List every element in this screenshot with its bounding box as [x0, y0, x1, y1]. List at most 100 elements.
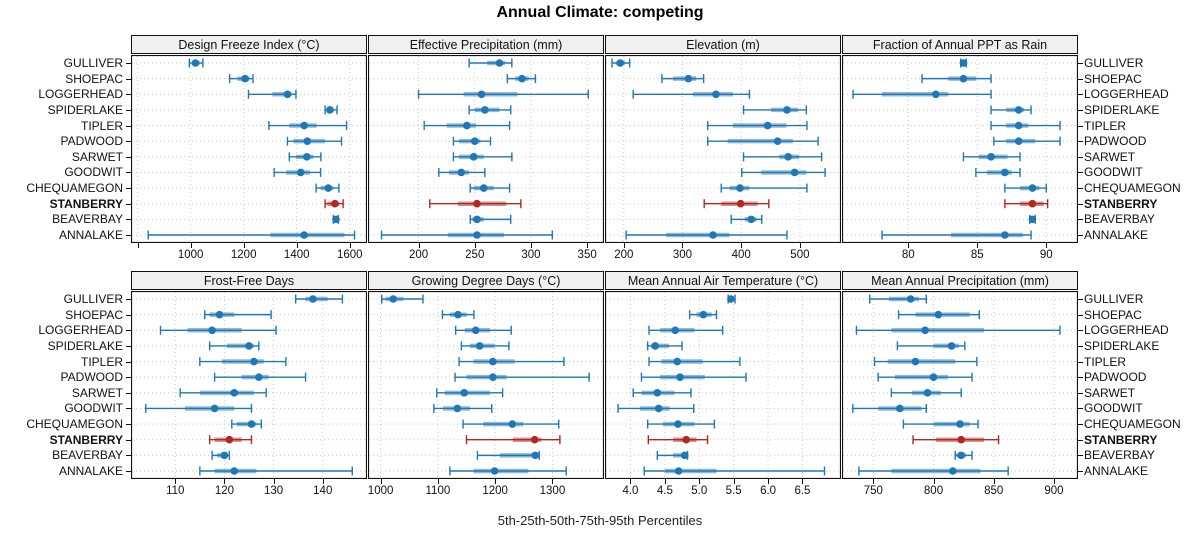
interval-row-tipler [873, 357, 978, 367]
site-label-right-gulliver: GULLIVER [1084, 56, 1144, 70]
x-axis-tick-label: 300 [672, 249, 693, 261]
x-axis-tick-label: 500 [790, 249, 810, 261]
x-axis-tick-label: 5.5 [725, 485, 742, 497]
x-axis-tick [418, 243, 420, 248]
median-dot [230, 389, 239, 397]
median-dot [987, 153, 995, 161]
site-label-left-chequamegon: CHEQUAMEGON [26, 417, 123, 432]
interval-row-chequamegon [462, 419, 560, 429]
site-label-right-stanberry: STANBERRY [1084, 432, 1158, 447]
panel-border [368, 55, 604, 243]
x-axis-tick [224, 479, 226, 484]
x-axis-tick [296, 243, 298, 248]
site-label-left-spiderlake: SPIDERLAKE [47, 338, 123, 353]
interval-row-shoepac [688, 310, 718, 320]
x-axis-tick-label: 140 [313, 485, 333, 497]
site-label-left-beaverbay: BEAVERBAY [52, 448, 123, 463]
interval-row-padwood [877, 372, 973, 382]
median-dot [473, 231, 481, 239]
median-dot [495, 59, 504, 67]
interval-row-shoepac [921, 74, 992, 84]
median-dot [225, 435, 234, 444]
interval-row-loggerhead [855, 325, 1061, 335]
y-axis-tick [1078, 109, 1083, 111]
site-label-left-annalake: ANNALAKE [58, 464, 123, 478]
site-label-right-annalake: ANNALAKE [1084, 464, 1149, 478]
median-dot [331, 199, 339, 208]
x-axis-tick-label: 6.0 [760, 485, 777, 497]
interval-row-gulliver [959, 58, 968, 68]
interval-row-goodwit [273, 167, 322, 177]
interval-row-shoepac [228, 74, 254, 84]
median-dot [736, 184, 744, 192]
median-dot [956, 420, 964, 428]
panel-border [842, 55, 1078, 243]
interval-row-gulliver [295, 294, 344, 304]
median-dot [654, 404, 663, 413]
interval-row-beaverbay [332, 214, 340, 224]
y-axis-tick [1078, 377, 1083, 379]
x-axis-tick-label: 1200 [230, 249, 257, 261]
panel-plot-fraction-of-annual-ppt-as-rain [842, 55, 1078, 243]
median-dot [303, 137, 312, 145]
site-label-left-annalake: ANNALAKE [58, 228, 123, 242]
median-dot [389, 295, 398, 303]
median-dot [651, 342, 660, 350]
x-axis-tick-label: 4.0 [622, 485, 639, 497]
interval-row-tipler [268, 121, 348, 131]
interval-row-padwood [452, 136, 492, 146]
y-axis-tick [126, 172, 131, 174]
interval-row-annalake [449, 466, 567, 476]
x-axis-tick [273, 479, 275, 484]
interval-row-goodwit [438, 167, 486, 177]
y-axis-tick [126, 471, 131, 472]
site-label-left-gulliver: GULLIVER [63, 56, 123, 70]
panel-header-design-freeze-index-c-: Design Freeze Index (°C) [131, 35, 367, 54]
median-dot [921, 326, 929, 335]
panel-plot-design-freeze-index-c- [131, 55, 367, 243]
median-dot [959, 74, 968, 83]
y-axis-tick [1078, 345, 1083, 347]
y-axis-tick [1078, 361, 1083, 363]
interval-row-stanberry [647, 435, 709, 445]
interval-row-beaverbay [469, 214, 512, 224]
interval-row-annalake [147, 230, 356, 240]
interval-row-sarwet [890, 388, 962, 398]
site-label-right-padwood: PADWOOD [1084, 370, 1147, 385]
median-dot [1028, 184, 1037, 192]
median-dot [1001, 168, 1009, 177]
interval-row-loggerhead [454, 325, 512, 335]
x-axis-tick [699, 479, 701, 484]
y-axis-tick [1078, 203, 1083, 205]
x-axis-tick-label: 80 [901, 249, 915, 261]
x-axis-tick [437, 479, 439, 484]
interval-row-beaverbay [656, 450, 689, 460]
panel-plot-effective-precipitation-mm- [368, 55, 604, 243]
interval-row-padwood [213, 372, 307, 382]
median-dot [1028, 199, 1037, 208]
median-dot [712, 90, 720, 99]
x-axis-tick-label: 1400 [283, 249, 310, 261]
x-axis-tick-label: 300 [521, 249, 541, 261]
interval-row-stanberry [465, 435, 561, 445]
median-dot [208, 326, 216, 335]
y-axis-tick [1078, 156, 1083, 158]
site-label-left-sarwet: SARWET [71, 149, 123, 164]
x-axis-tick-label: 130 [263, 485, 284, 497]
x-axis-tick [933, 479, 935, 484]
y-axis-tick [1078, 392, 1083, 394]
x-axis-tick [664, 479, 666, 484]
interval-row-beaverbay [1028, 214, 1037, 224]
interval-row-gulliver [727, 294, 736, 304]
y-axis-tick [126, 361, 131, 363]
x-axis-tick-label: 5.0 [691, 485, 708, 497]
interval-row-spiderlake [990, 105, 1032, 115]
y-axis-tick [1078, 299, 1083, 300]
gridlines [132, 292, 366, 478]
site-label-right-goodwit: GOODWIT [1084, 165, 1143, 180]
interval-row-tipler [990, 121, 1061, 131]
panel-border [842, 291, 1078, 479]
x-axis-tick [993, 479, 995, 484]
x-axis-tick [243, 243, 245, 248]
